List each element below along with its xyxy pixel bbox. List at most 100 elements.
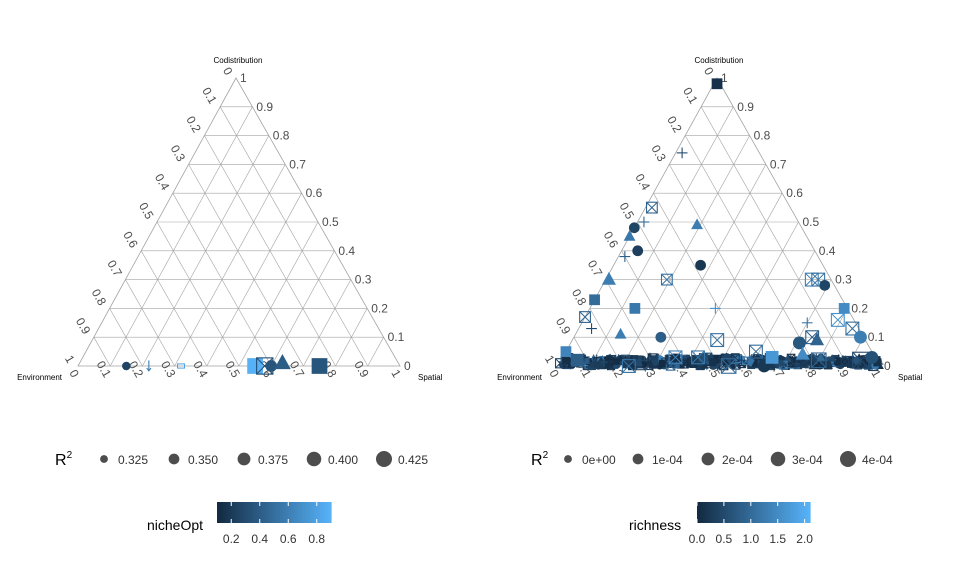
cluster-point-frame: [665, 360, 676, 371]
colorbar-segment: [291, 502, 295, 523]
colorbar-segment: [807, 502, 811, 523]
gridline: [109, 106, 253, 367]
colorbar-label: 0.6: [280, 532, 297, 546]
colorbar-segment: [274, 502, 278, 523]
cluster-point-diag: [795, 359, 803, 367]
gridline: [367, 337, 384, 367]
cluster-point: [805, 356, 815, 366]
gridline: [718, 221, 799, 367]
tick-label-codistribution: 0.2: [371, 301, 388, 315]
cluster-point: [593, 354, 600, 361]
cluster-point: [777, 358, 787, 367]
tick-label-environment: 0.2: [183, 114, 204, 136]
tick-label-codistribution: 1: [721, 71, 728, 85]
colorbar-label: 2.0: [796, 532, 813, 546]
colorbar-segment: [739, 502, 743, 523]
tick-label-environment: 0.9: [73, 315, 94, 337]
legend-size-title-superscript: 2: [543, 450, 549, 461]
tick-label-codistribution: 0.1: [868, 330, 885, 344]
cluster-point: [823, 357, 831, 365]
axis-title-codistribution: Codistribution: [214, 56, 263, 65]
data-point-frame: [710, 333, 725, 348]
gridlines: [93, 106, 384, 367]
data-point: [589, 294, 600, 306]
tick-label-codistribution: 0.4: [338, 244, 355, 258]
data-point-head: [146, 367, 152, 372]
colorbar-segment: [742, 502, 746, 523]
colorbar-segment: [708, 502, 712, 523]
data-point: [311, 358, 328, 374]
data-point: [792, 336, 806, 350]
legend-color: richness 0.0 0.5 1.0 1.5 2.0: [629, 502, 813, 546]
data-point: [621, 359, 636, 373]
tick-label-codistribution: 0.1: [388, 330, 405, 344]
legend-size-title: R2: [55, 450, 73, 469]
colorbar-segment: [781, 502, 786, 523]
data-point-diag: [622, 359, 636, 373]
data-point-diag: [710, 333, 724, 347]
legend-size-key: [632, 453, 644, 465]
data-point: [628, 222, 640, 234]
colorbar-segment: [730, 502, 735, 523]
tick-label-codistribution: 0.4: [819, 244, 836, 258]
colorbar-segment: [245, 502, 249, 523]
legend-color-title: nicheOpt: [147, 517, 203, 533]
gridline: [700, 106, 849, 367]
legend-size-label: 2e-04: [722, 453, 753, 467]
data-point: [720, 358, 737, 374]
colorbar-segment: [773, 502, 777, 523]
colorbar-segment: [268, 502, 272, 523]
data-point-frame: [691, 350, 705, 365]
tick-label-codistribution: 1: [240, 71, 247, 85]
data-point: [623, 229, 636, 241]
tick-label-codistribution: 0.3: [355, 273, 372, 287]
tick-label-spatial: 0.9: [351, 358, 372, 380]
tick-label-environment: 0.5: [617, 200, 638, 222]
cluster-point: [816, 353, 825, 361]
data-point-frame: [845, 321, 860, 336]
colorbar-segment: [776, 502, 780, 523]
data-point-frame: [621, 359, 636, 373]
colorbar-segment: [276, 502, 281, 523]
colorbar-segment: [225, 502, 229, 523]
data-point: [809, 332, 825, 346]
cluster-point: [657, 358, 667, 368]
cluster-point-frame: [730, 353, 740, 362]
legend-size-key: [770, 451, 786, 467]
colorbar-segment: [311, 502, 315, 523]
colorbar-segment: [719, 502, 724, 523]
gridline: [219, 106, 369, 367]
data-point: [748, 344, 763, 359]
cluster-point: [838, 357, 846, 365]
colorbar-segment: [761, 502, 766, 523]
cluster-point: [823, 361, 833, 370]
data-point: [586, 323, 597, 334]
colorbar-segment: [756, 502, 760, 523]
tick-label-codistribution: 0.3: [835, 273, 852, 287]
cluster-point: [651, 355, 659, 362]
data-point: [801, 317, 813, 329]
cluster-point: [827, 354, 837, 362]
cluster-point: [734, 355, 743, 364]
tick-label-codistribution: 0.6: [306, 186, 323, 200]
colorbar-segment: [716, 502, 721, 523]
legend-size-key: [237, 452, 251, 466]
colorbar-segment: [293, 502, 298, 523]
gridline: [93, 337, 111, 367]
data-point: [711, 78, 723, 90]
colorbar-segment: [787, 502, 791, 523]
data-point: [146, 360, 152, 372]
colorbar-segment: [804, 502, 808, 523]
data-point-diag: [691, 350, 705, 365]
colorbar-segment: [767, 502, 772, 523]
tick-label-codistribution: 0: [884, 359, 891, 373]
legend-size-title-superscript: 2: [67, 450, 73, 461]
data-point-frame: [645, 201, 658, 214]
colorbar-segment: [759, 502, 763, 523]
colorbar-segment: [793, 502, 797, 523]
colorbar-segment: [325, 502, 329, 523]
legend-size-label: 0.425: [398, 453, 428, 467]
colorbar-segment: [697, 502, 701, 523]
data-point-frame: [748, 344, 763, 359]
data-point: [619, 251, 631, 262]
